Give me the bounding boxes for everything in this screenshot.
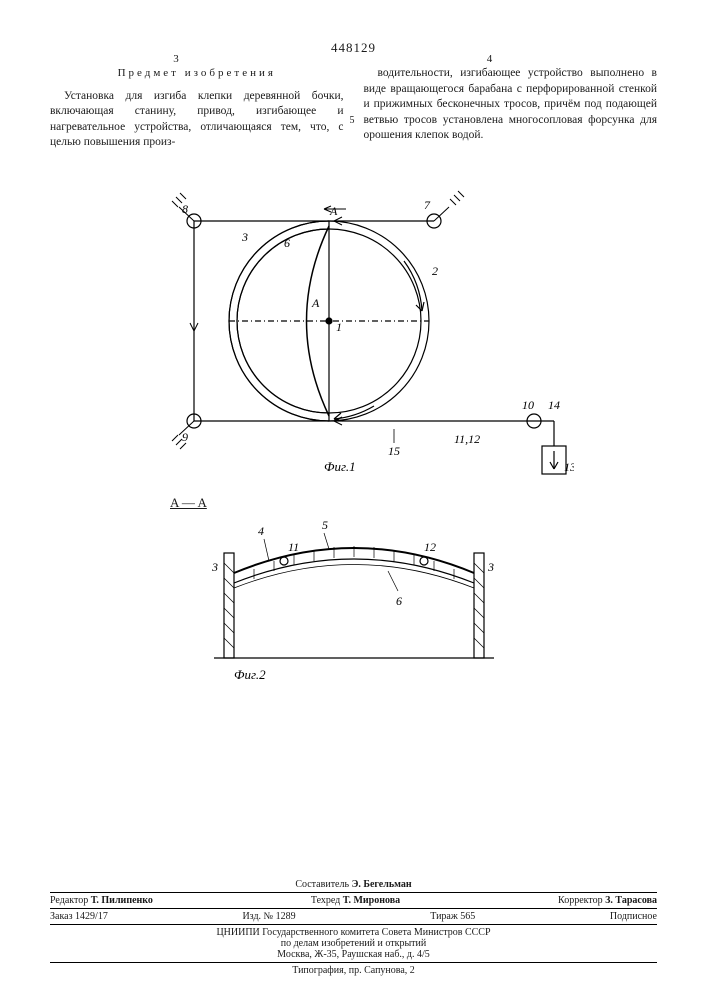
fig1-label-9: 9 — [182, 430, 188, 444]
fig2-label-3l: 3 — [211, 560, 218, 574]
footer: Составитель Э. Бегельман Редактор Т. Пил… — [50, 873, 657, 976]
fig2-label-12: 12 — [424, 540, 436, 554]
text-columns: 3 Предмет изобретения Установка для изги… — [50, 66, 657, 151]
compiler-line: Составитель Э. Бегельман — [50, 879, 657, 890]
tirazh: Тираж 565 — [430, 911, 475, 922]
fig2-label-4: 4 — [258, 524, 264, 538]
fig1-label-2: 2 — [432, 264, 438, 278]
section-label: A — A — [170, 495, 230, 511]
fig2-label-6: 6 — [396, 594, 402, 608]
izd: Изд. № 1289 — [242, 911, 295, 922]
fig2-label-3r: 3 — [487, 560, 494, 574]
fig1-label-6: 6 — [284, 236, 290, 250]
left-col-number: 3 — [173, 52, 179, 67]
right-col-number: 4 — [487, 52, 493, 67]
fig1-label-15: 15 — [388, 444, 400, 458]
fig1-label-14: 14 — [548, 398, 560, 412]
order-row: Заказ 1429/17 Изд. № 1289 Тираж 565 Подп… — [50, 908, 657, 922]
corrector-name: З. Тарасова — [605, 895, 657, 906]
fig1-label-13: 13 — [564, 460, 574, 474]
corrector-label: Корректор — [558, 895, 603, 906]
fig2-label-5: 5 — [322, 518, 328, 532]
fig1-caption: Фиг.1 — [324, 459, 356, 474]
fig1-label-3: 3 — [241, 230, 248, 244]
subject-heading: Предмет изобретения — [50, 66, 344, 81]
compiler-name: Э. Бегельман — [352, 879, 412, 890]
left-column: 3 Предмет изобретения Установка для изги… — [50, 66, 344, 151]
fig1-label-8: 8 — [182, 202, 188, 216]
document-number: 448129 — [50, 40, 657, 56]
fig1-label-10: 10 — [522, 398, 534, 412]
sign: Подписное — [610, 911, 657, 922]
fig1-label-1: 1 — [336, 320, 342, 334]
fig1-label-7: 7 — [424, 198, 431, 212]
addr: Москва, Ж-35, Раушская наб., д. 4/5 — [50, 949, 657, 960]
order: Заказ 1429/17 — [50, 911, 108, 922]
org-block: ЦНИИПИ Государственного комитета Совета … — [50, 924, 657, 960]
right-paragraph: водительности, изгибающее устройство вып… — [364, 66, 658, 144]
fig1-label-1112: 11,12 — [454, 432, 480, 446]
org1: ЦНИИПИ Государственного комитета Совета … — [50, 927, 657, 938]
figure-1: 1 2 3 6 7 8 9 10 11,12 13 14 15 A A Фиг.… — [134, 171, 574, 491]
typography: Типография, пр. Сапунова, 2 — [50, 962, 657, 976]
left-paragraph: Установка для изгиба клепки деревянной б… — [50, 89, 344, 151]
figures-block: 1 2 3 6 7 8 9 10 11,12 13 14 15 A A Фиг.… — [50, 171, 657, 683]
editor-name: Т. Пилипенко — [91, 895, 153, 906]
credits-row: Редактор Т. Пилипенко Техред Т. Миронова… — [50, 892, 657, 906]
fig2-caption: Фиг.2 — [234, 667, 266, 682]
figure-2: 3 3 4 5 6 11 12 Фиг.2 — [174, 513, 534, 683]
editor-label: Редактор — [50, 895, 88, 906]
fig1-center-A: A — [311, 296, 320, 310]
page: 448129 3 Предмет изобретения Установка д… — [0, 0, 707, 1000]
right-column: 4 5 водительности, изгибающее устройство… — [364, 66, 658, 151]
tech-label: Техред — [311, 895, 340, 906]
fig2-label-11: 11 — [288, 540, 299, 554]
compiler-label: Составитель — [295, 879, 349, 890]
org2: по делам изобретений и открытий — [50, 938, 657, 949]
tech-name: Т. Миронова — [343, 895, 400, 906]
line-number-5: 5 — [350, 114, 355, 128]
